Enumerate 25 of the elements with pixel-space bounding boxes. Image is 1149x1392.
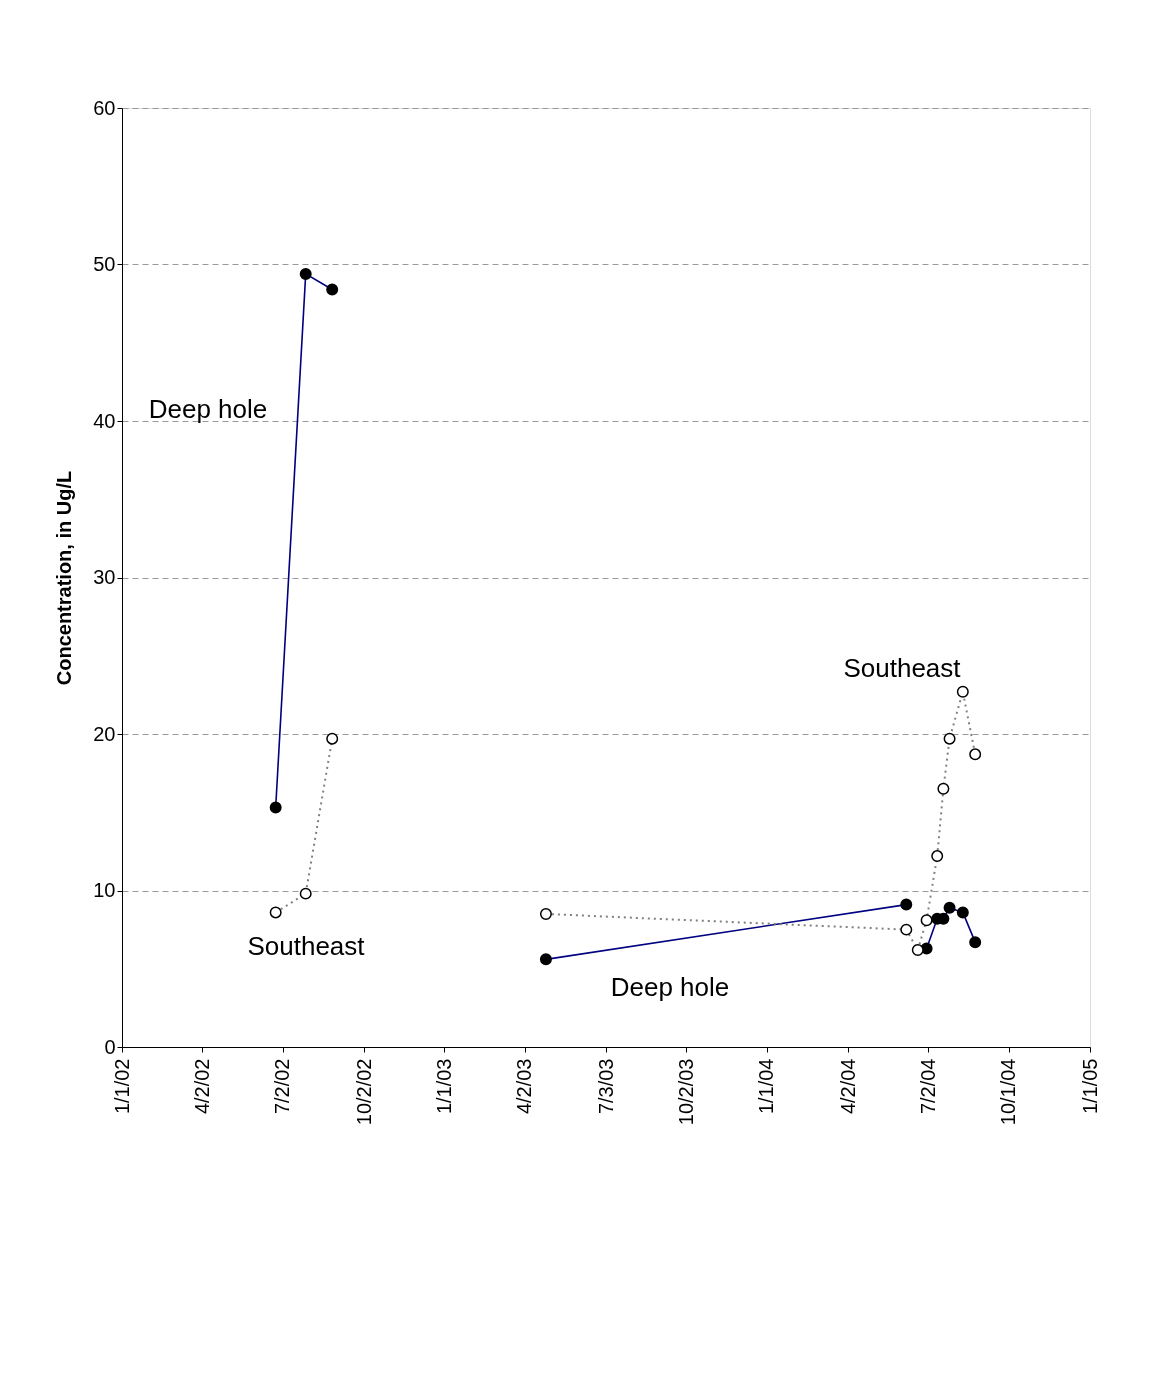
y-axis-title: Concentration, in Ug/L: [53, 470, 76, 686]
y-tick-label: 50: [93, 253, 116, 275]
y-tick-label: 10: [93, 879, 116, 901]
x-tick-label: 1/1/04: [755, 1058, 778, 1115]
y-tick-label: 30: [93, 566, 116, 588]
x-tick-label: 7/2/02: [271, 1058, 294, 1115]
x-tick-label: 10/1/04: [997, 1058, 1020, 1126]
x-tick-label: 10/2/03: [674, 1058, 697, 1126]
x-tick-label: 7/3/03: [594, 1058, 617, 1115]
x-tick-label: 10/2/02: [352, 1058, 375, 1126]
x-tick-label: 1/1/02: [110, 1058, 133, 1115]
y-tick-label: 20: [93, 722, 116, 745]
annotation: Deep hole: [148, 394, 268, 424]
y-tick-label: 40: [93, 409, 116, 432]
x-tick-label: 4/2/02: [190, 1058, 213, 1115]
annotation: Southeast: [247, 931, 366, 961]
x-tick-label: 4/2/04: [836, 1058, 859, 1115]
x-tick-label: 4/2/03: [513, 1058, 536, 1115]
annotation: Southeast: [843, 653, 962, 683]
x-tick-label: 1/1/03: [432, 1058, 455, 1115]
y-tick-label: 60: [93, 96, 116, 119]
x-tick-label: 1/1/05: [1078, 1058, 1101, 1115]
x-tick-label: 7/2/04: [916, 1058, 939, 1115]
annotation: Deep hole: [610, 972, 730, 1002]
y-tick-label: 0: [104, 1035, 116, 1058]
